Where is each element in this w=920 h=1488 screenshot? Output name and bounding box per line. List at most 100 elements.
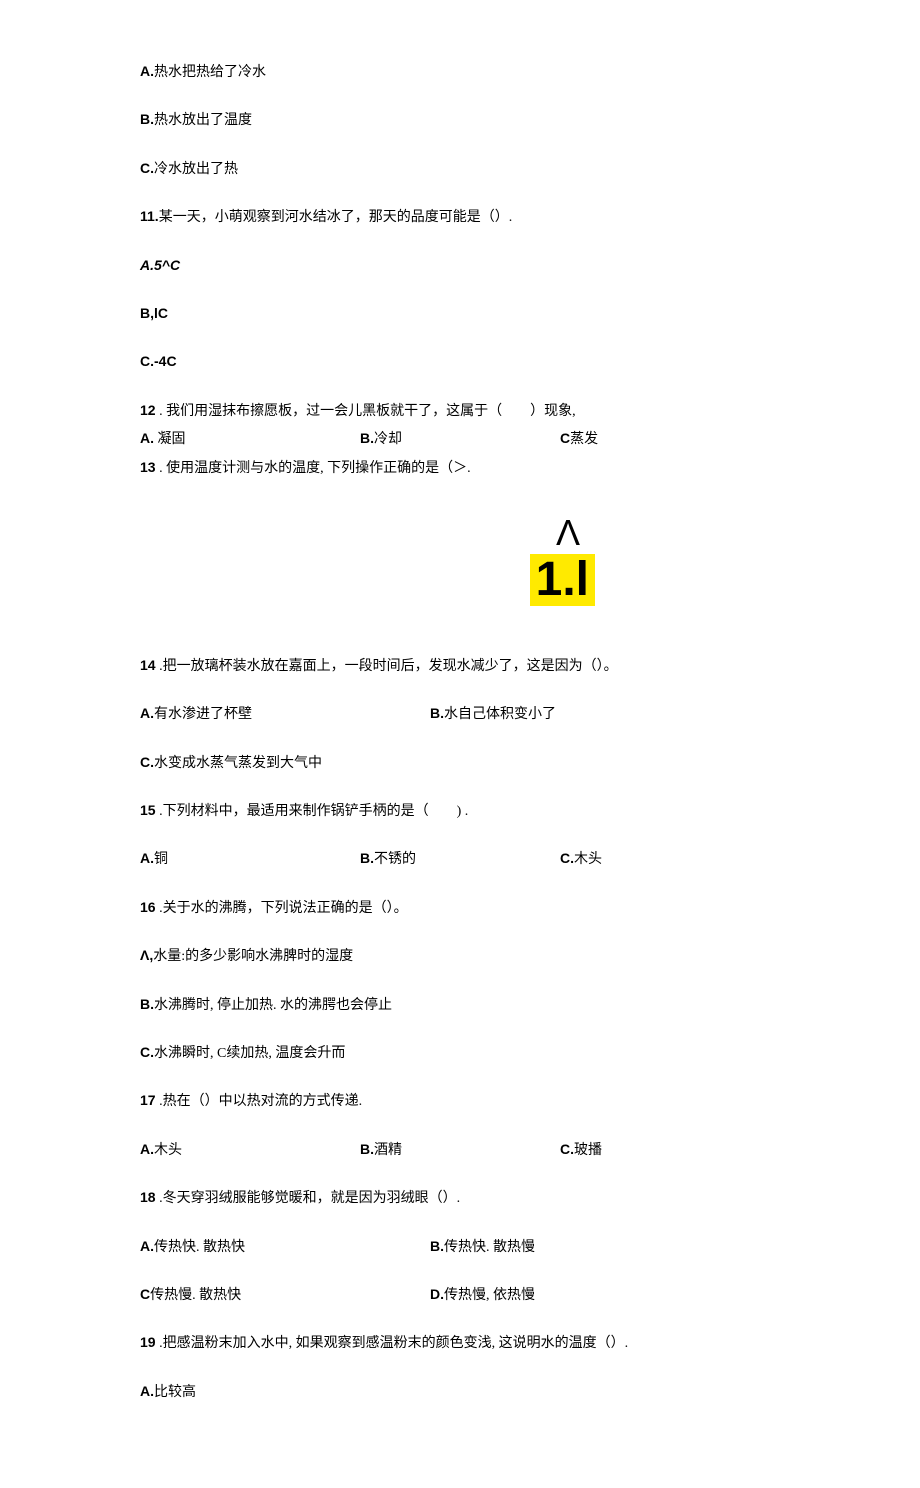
- question-text: . 使用温度计测与水的温度, 下列操作正确的是（＞.: [156, 461, 471, 476]
- option-label: C.: [140, 1044, 154, 1060]
- option-text: 玻播: [574, 1143, 602, 1158]
- q18-option-d: D.传热慢, 依热慢: [430, 1283, 535, 1307]
- option-text: 热水把热给了冷水: [154, 65, 266, 80]
- option-label: A.: [140, 257, 154, 273]
- option-text: 有水渗进了杯壁: [154, 707, 252, 722]
- option-label: A.: [140, 430, 154, 446]
- q16-stem: 16 .关于水的沸腾，下列说法正确的是（）。: [140, 896, 780, 920]
- q15-option-c: C.木头: [560, 847, 602, 871]
- option-label: C.: [140, 754, 154, 770]
- option-text: 冷水放出了热: [154, 162, 238, 177]
- option-text: 5^C: [154, 257, 180, 273]
- option-label: A.: [140, 705, 154, 721]
- option-text: 凝固: [154, 432, 186, 447]
- option-text: 木头: [574, 852, 602, 867]
- q18-option-b: B.传热快. 散热慢: [430, 1235, 535, 1259]
- option-label: A.: [140, 850, 154, 866]
- option-text: 不锈的: [374, 852, 416, 867]
- option-label: C: [560, 430, 570, 446]
- q14-stem: 14 .把一放璃杯装水放在嘉面上，一段时间后，发现水减少了，这是因为（）。: [140, 654, 780, 678]
- option-label: B,: [140, 305, 154, 321]
- q15-stem: 15 .下列材料中，最适用来制作锅铲手柄的是（ ) .: [140, 799, 780, 823]
- question-text: .关于水的沸腾，下列说法正确的是（）。: [156, 901, 408, 916]
- question-text: 某一天，小萌观察到河水结冰了，那天的品度可能是（）.: [159, 210, 513, 225]
- q13-stem: 13 . 使用温度计测与水的温度, 下列操作正确的是（＞.: [140, 456, 780, 480]
- q12-option-b: B.冷却: [360, 427, 560, 451]
- q16-option-c: C.水沸瞬时, C续加热, 温度会升而: [140, 1041, 780, 1065]
- question-number: 16: [140, 899, 156, 915]
- option-label: Λ,: [140, 947, 153, 963]
- q10-option-b: B.热水放出了温度: [140, 108, 780, 132]
- option-label: A.: [140, 1141, 154, 1157]
- option-label: A.: [140, 63, 154, 79]
- option-label: D.: [430, 1286, 444, 1302]
- option-text: 水量:的多少影响水沸脾时的湿度: [153, 949, 353, 964]
- option-text: 比较高: [154, 1385, 196, 1400]
- question-number: 13: [140, 459, 156, 475]
- q19-option-a: A.比较高: [140, 1380, 780, 1404]
- q17-option-c: C.玻播: [560, 1138, 602, 1162]
- q11-option-b: B,lC: [140, 302, 780, 326]
- option-label: B.: [360, 850, 374, 866]
- q14-options-row1: A.有水渗进了杯壁 B.水自己体积变小了: [140, 702, 780, 726]
- option-label: B.: [360, 430, 374, 446]
- option-label: C: [140, 1286, 150, 1302]
- question-number: 17: [140, 1092, 156, 1108]
- q14-option-a: A.有水渗进了杯壁: [140, 702, 430, 726]
- q16-option-b: B.水沸腾时, 停止加热. 水的沸腭也会停止: [140, 993, 780, 1017]
- q15-options-row: A.铜 B.不锈的 C.木头: [140, 847, 780, 871]
- question-number: 14: [140, 657, 156, 673]
- q16-option-a: Λ,水量:的多少影响水沸脾时的湿度: [140, 944, 780, 968]
- q14-option-c: C.水变成水蒸气蒸发到大气中: [140, 751, 780, 775]
- option-label: C.: [140, 353, 154, 369]
- option-label: C.: [140, 160, 154, 176]
- option-text: lC: [154, 305, 168, 321]
- option-label: B.: [140, 111, 154, 127]
- option-label: C.: [560, 850, 574, 866]
- q18-option-c: C传热慢. 散热快: [140, 1283, 430, 1307]
- option-label: B.: [360, 1141, 374, 1157]
- q18-option-a: A.传热快. 散热快: [140, 1235, 430, 1259]
- question-number: 15: [140, 802, 156, 818]
- q12-stem: 12 . 我们用湿抹布擦愿板，过一会儿黑板就干了，这属于（ ）现象,: [140, 399, 780, 423]
- option-text: 传热快. 散热快: [154, 1240, 245, 1255]
- q18-stem: 18 .冬天穿羽绒服能够觉暖和，就是因为羽绒眼（）.: [140, 1186, 780, 1210]
- q18-options-row2: C传热慢. 散热快 D.传热慢, 依热慢: [140, 1283, 780, 1307]
- question-text: .热在（）中以热对流的方式传递.: [156, 1094, 363, 1109]
- option-text: 传热快. 散热慢: [444, 1240, 535, 1255]
- q12-options-row: A. 凝固 B.冷却 C蒸发: [140, 427, 780, 451]
- option-text: 木头: [154, 1143, 182, 1158]
- q11-option-a: A.5^C: [140, 254, 780, 278]
- question-text: .把感温粉末加入水中, 如果观察到感温粉末的颜色变浅, 这说明水的温度（）.: [156, 1336, 629, 1351]
- question-text: . 我们用湿抹布擦愿板，过一会儿黑板就干了，这属于（ ）现象,: [156, 404, 576, 419]
- question-number: 12: [140, 402, 156, 418]
- q12-option-c: C蒸发: [560, 427, 598, 451]
- option-text: 蒸发: [570, 432, 598, 447]
- option-text: 水自己体积变小了: [444, 707, 556, 722]
- option-text: 热水放出了温度: [154, 113, 252, 128]
- option-text: 水沸腾时, 停止加热. 水的沸腭也会停止: [154, 998, 392, 1013]
- option-text: 冷却: [374, 432, 402, 447]
- option-text: -4C: [154, 353, 177, 369]
- q14-option-b: B.水自己体积变小了: [430, 702, 556, 726]
- option-text: 水沸瞬时, C续加热, 温度会升而: [154, 1046, 345, 1061]
- q18-options-row1: A.传热快. 散热快 B.传热快. 散热慢: [140, 1235, 780, 1259]
- question-number: 18: [140, 1189, 156, 1205]
- question-text: .下列材料中，最适用来制作锅铲手柄的是（ ) .: [156, 804, 469, 819]
- question-text: .冬天穿羽绒服能够觉暖和，就是因为羽绒眼（）.: [156, 1191, 461, 1206]
- q17-option-b: B.酒精: [360, 1138, 560, 1162]
- q10-option-a: A.热水把热给了冷水: [140, 60, 780, 84]
- option-label: B.: [430, 1238, 444, 1254]
- q13-figure: Λ 1.l: [140, 504, 780, 644]
- q15-option-a: A.铜: [140, 847, 360, 871]
- option-label: A.: [140, 1383, 154, 1399]
- q19-stem: 19 .把感温粉末加入水中, 如果观察到感温粉末的颜色变浅, 这说明水的温度（）…: [140, 1331, 780, 1355]
- q10-option-c: C.冷水放出了热: [140, 157, 780, 181]
- option-label: B.: [140, 996, 154, 1012]
- q11-option-c: C.-4C: [140, 350, 780, 374]
- q17-stem: 17 .热在（）中以热对流的方式传递.: [140, 1089, 780, 1113]
- question-number: 19: [140, 1334, 156, 1350]
- option-text: 酒精: [374, 1143, 402, 1158]
- option-label: C.: [560, 1141, 574, 1157]
- q12-option-a: A. 凝固: [140, 427, 360, 451]
